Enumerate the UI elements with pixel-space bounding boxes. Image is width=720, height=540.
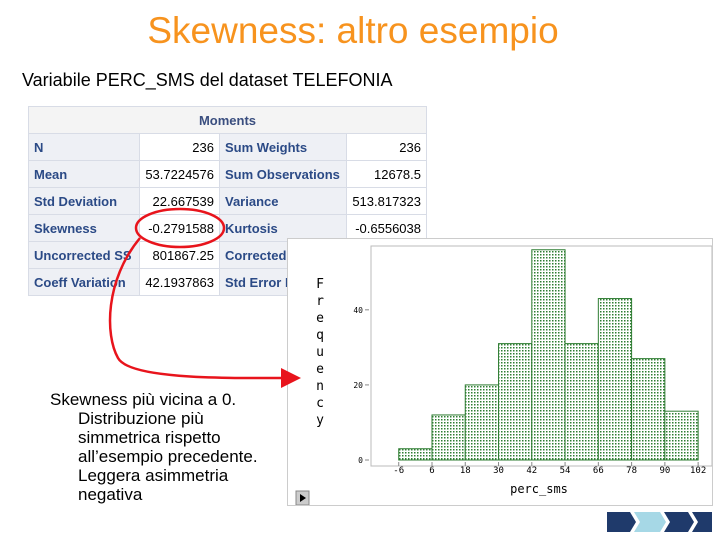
bar	[631, 358, 666, 461]
table-label: Skewness	[28, 214, 140, 242]
bar	[431, 414, 466, 461]
nav-arrows	[607, 512, 712, 532]
x-tick-label: 6	[429, 466, 434, 476]
y-tick-label: 20	[353, 381, 363, 390]
table-label: Uncorrected SS	[28, 241, 140, 269]
x-tick-label: 90	[659, 466, 670, 476]
table-label: Sum Observations	[219, 160, 347, 188]
plot-frame	[370, 245, 712, 467]
table-value: 801867.25	[139, 241, 220, 269]
x-tick-label: 66	[593, 466, 604, 476]
table-row: Std Deviation 22.667539 Variance 513.817323	[28, 187, 427, 215]
bar	[498, 343, 533, 461]
table-row: Mean 53.7224576 Sum Observations 12678.5	[28, 160, 427, 188]
table-label: Coeff Variation	[28, 268, 140, 296]
table-value: 22.667539	[139, 187, 220, 215]
bar	[664, 410, 699, 461]
x-tick-label: 102	[690, 466, 706, 476]
table-value: 42.1937863	[139, 268, 220, 296]
table-label: Std Deviation	[28, 187, 140, 215]
x-tick-label: 30	[493, 466, 504, 476]
slide-title: Skewness: altro esempio	[147, 10, 559, 51]
play-icon	[300, 494, 306, 502]
y-tick-label: 40	[353, 306, 363, 315]
table-label: Variance	[219, 187, 347, 215]
table-label: N	[28, 133, 140, 161]
table-value: 236	[346, 133, 427, 161]
table-header: Moments	[28, 106, 427, 134]
subtitle: Variabile PERC_SMS del dataset TELEFONIA	[22, 70, 393, 90]
table-label: Sum Weights	[219, 133, 347, 161]
bar	[564, 343, 599, 461]
x-axis-label: perc_sms	[510, 482, 568, 496]
table-row: N 236 Sum Weights 236	[28, 133, 427, 161]
header-row: Moments	[28, 106, 427, 134]
x-tick-label: 78	[626, 466, 637, 476]
table-value: 12678.5	[346, 160, 427, 188]
table-value: 513.817323	[346, 187, 427, 215]
y-axis-label: Frequency	[313, 277, 328, 430]
table-value: -0.2791588	[139, 214, 220, 242]
bar	[398, 448, 433, 461]
table-value: -0.6556038	[346, 214, 427, 242]
note: Skewness più vicina a 0. Distribuzione p…	[50, 390, 258, 504]
bar	[464, 384, 500, 461]
x-tick-label: 54	[560, 466, 571, 476]
table-label: Mean	[28, 160, 140, 188]
y-tick-label: 0	[358, 456, 363, 465]
table-value: 236	[139, 133, 220, 161]
histogram: perc_sms Frequency 0 20 40 -6 6 18 30 42 54 66 78 9…	[287, 238, 713, 506]
x-tick-label: 42	[526, 466, 537, 476]
x-tick-label: 18	[460, 466, 471, 476]
x-tick-label: -6	[393, 466, 404, 476]
table-value: 53.7224576	[139, 160, 220, 188]
bar	[597, 298, 633, 461]
bar	[531, 249, 566, 461]
